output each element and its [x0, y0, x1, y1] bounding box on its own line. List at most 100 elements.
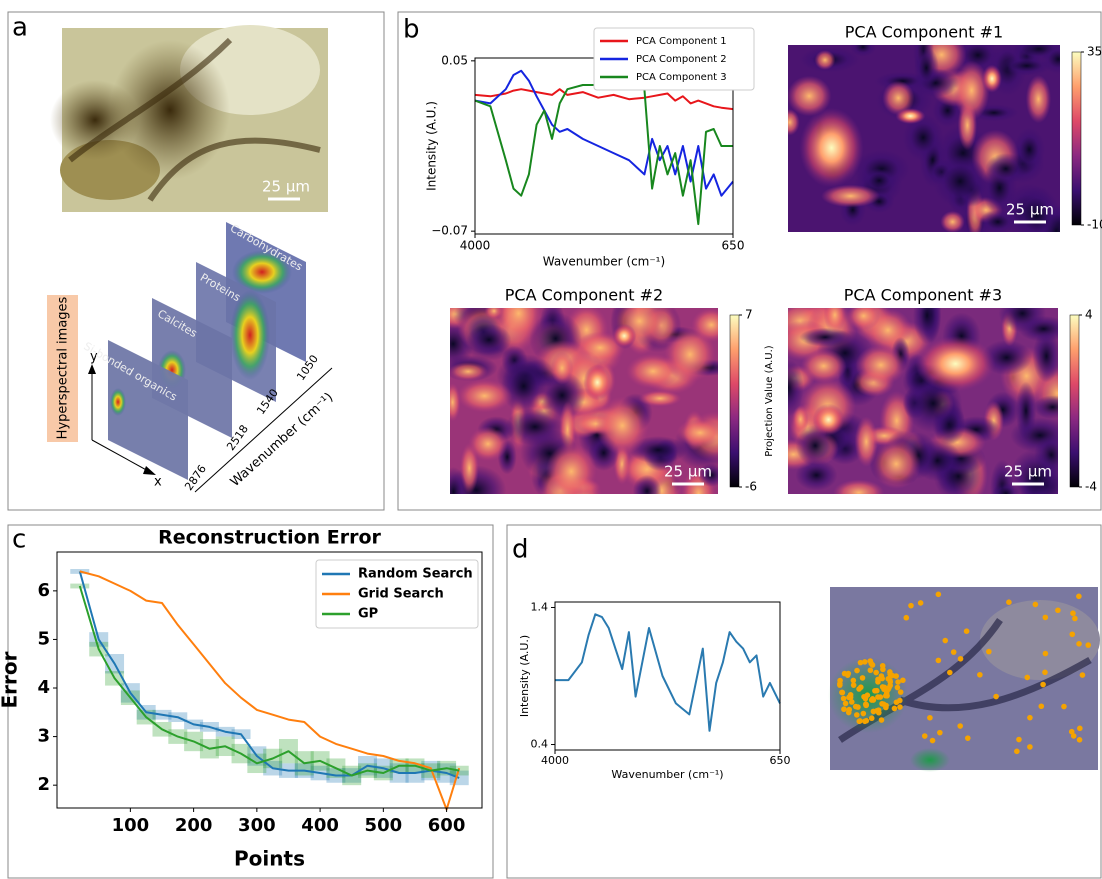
sample-point [1080, 672, 1086, 678]
sample-point [870, 662, 876, 668]
x-axis-label: Points [234, 847, 305, 871]
series-line [555, 614, 780, 731]
sample-point [839, 690, 845, 696]
heatmap-hotspot [895, 108, 925, 124]
sample-point [1006, 599, 1012, 605]
sample-point [869, 715, 875, 721]
sample-point [861, 711, 867, 717]
colorbar [730, 315, 739, 487]
heatmap-blob [933, 155, 988, 208]
sample-point [1043, 651, 1049, 657]
sample-point [869, 697, 875, 703]
legend-label: GP [358, 607, 378, 622]
heatmap-blob [633, 475, 662, 507]
sample-point [846, 695, 852, 701]
colorbar-tick-label: 4 [1085, 308, 1093, 322]
x-tick-label: 600 [428, 815, 466, 836]
sample-point [879, 673, 885, 679]
sample-point [957, 723, 963, 729]
sample-point [977, 672, 983, 678]
sample-point [841, 696, 847, 702]
heatmap-blob [833, 479, 884, 505]
heatmap-blob [546, 443, 597, 500]
sample-point [873, 670, 879, 676]
heatmap-blob [501, 359, 546, 412]
sample-point [936, 592, 942, 598]
sample-point [863, 696, 869, 702]
sample-point [1071, 733, 1077, 739]
legend-label: Grid Search [358, 587, 444, 602]
sample-point [841, 706, 847, 712]
heatmap-image [769, 286, 1080, 516]
sample-point [1076, 641, 1082, 647]
figure: a b c d 25 µm Hyperspectral images y x S… [0, 0, 1102, 879]
colorbar-tick-label: -6 [745, 480, 757, 494]
sample-point [892, 706, 898, 712]
sample-point [854, 712, 860, 718]
axis-label: x [154, 475, 162, 490]
y-axis-label: Intensity (A.U.) [425, 101, 439, 191]
sample-point [1014, 749, 1020, 755]
x-tick-label: 4000 [541, 754, 569, 767]
sample-point [857, 718, 863, 724]
chart-title: PCA Component #2 [505, 286, 663, 305]
y-tick-label: 0.4 [531, 738, 549, 751]
y-axis-label: Error [0, 651, 22, 708]
sample-point [942, 638, 948, 644]
sample-point [862, 718, 868, 724]
colorbar [1070, 315, 1079, 487]
heatmap-blob [440, 467, 467, 517]
heatmap-blob [992, 483, 1020, 504]
sample-point [1070, 610, 1076, 616]
sample-point [880, 667, 886, 673]
sample-point [895, 685, 901, 691]
series-line [475, 89, 733, 109]
sample-point [986, 649, 992, 655]
sample-point [1033, 602, 1039, 608]
sample-point [883, 703, 889, 709]
heatmap-hotspot [612, 324, 636, 348]
sample-point [851, 682, 857, 688]
heatmap-blob [1033, 395, 1071, 419]
sample-point [837, 681, 843, 687]
sample-point [1076, 594, 1082, 600]
sample-point [897, 704, 903, 710]
sample-point [846, 710, 852, 716]
heatmap-blob [855, 345, 906, 386]
sample-point [947, 670, 953, 676]
x-axis-label: Wavenumber (cm⁻¹) [611, 768, 723, 781]
sample-point [1016, 737, 1022, 743]
x-tick-label: 200 [175, 815, 213, 836]
y-tick-label: 0.05 [441, 53, 468, 67]
y-tick-label: 4 [37, 677, 50, 698]
side-label: Hyperspectral images [56, 296, 71, 439]
sample-point [1027, 744, 1033, 750]
legend-label: PCA Component 3 [636, 72, 727, 83]
scale-label: 25 µm [1006, 201, 1054, 219]
heatmap-blob [468, 426, 508, 461]
heatmap-blob [847, 302, 880, 331]
heatmap-hotspot [800, 108, 864, 188]
heatmap-blob [940, 211, 964, 233]
heatmap-blob [448, 362, 488, 381]
sample-point [854, 668, 860, 674]
y-tick-label: 1.4 [531, 600, 549, 613]
heatmap-blob [1041, 44, 1075, 74]
plot-frame [555, 602, 780, 750]
sample-point [879, 717, 885, 723]
sample-point [1077, 737, 1083, 743]
colorbar [1072, 52, 1081, 225]
sample-point [868, 667, 874, 673]
y-tick-label: 6 [37, 580, 50, 601]
heatmap-blob [1026, 75, 1051, 123]
sample-point [930, 738, 936, 744]
sample-point [862, 659, 868, 665]
sample-point [1043, 615, 1049, 621]
y-tick-label: 5 [37, 628, 50, 649]
sample-point [843, 701, 849, 707]
sample-point [1055, 607, 1061, 613]
chart-title: PCA Component #1 [845, 23, 1003, 42]
heatmap-blob [467, 324, 512, 356]
heatmap-blob [773, 359, 804, 416]
sample-point [936, 658, 942, 664]
